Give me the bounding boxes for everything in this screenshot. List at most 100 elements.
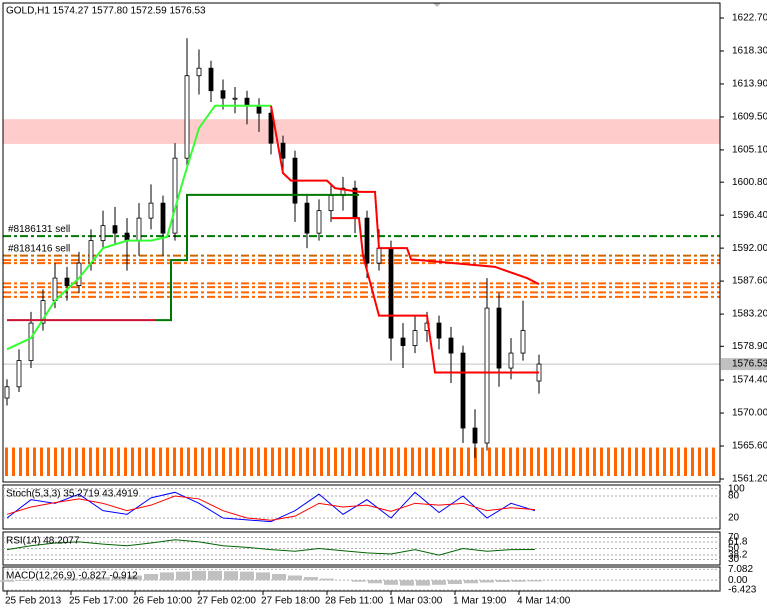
y-tick-label: 1561.20 <box>732 474 767 485</box>
sub-line <box>6 495 536 521</box>
zone-stripe <box>166 447 169 477</box>
candle-body <box>196 67 202 77</box>
candle-body <box>472 427 478 444</box>
sub-tick-label: 61.8 <box>728 537 748 548</box>
candle-body <box>268 112 274 144</box>
zone-stripe <box>635 447 638 477</box>
zone-stripe <box>348 447 351 477</box>
zone-stripe <box>670 447 673 477</box>
chart-title: GOLD,H1 1574.27 1577.80 1572.59 1576.53 <box>6 6 206 17</box>
zone-stripe <box>418 447 421 477</box>
x-tick-label: 27 Feb 02:00 <box>197 596 256 607</box>
zone-stripe <box>537 447 540 477</box>
macd-bar <box>464 580 478 584</box>
sub-frame <box>2 566 721 592</box>
candle-body <box>376 247 382 264</box>
candle-body <box>124 232 130 242</box>
macd-bar <box>64 578 78 581</box>
candle-body <box>508 352 514 369</box>
current-price-label: 1576.53 <box>732 359 767 370</box>
y-tick-label: 1613.90 <box>732 79 767 90</box>
candle-body <box>112 225 118 234</box>
y-tick-label: 1587.60 <box>732 276 767 287</box>
candle-body <box>328 195 334 212</box>
y-tick-label: 1565.60 <box>732 441 767 452</box>
macd-bar <box>48 579 62 581</box>
zone-stripe <box>117 447 120 477</box>
order-label: #8186131 sell <box>8 224 70 235</box>
price-box <box>721 358 767 371</box>
candle-body <box>436 322 442 339</box>
zone-stripe <box>439 447 442 477</box>
candle-body <box>364 217 370 264</box>
zone-stripe <box>362 447 365 477</box>
zone-stripe <box>75 447 78 477</box>
zone-stripe <box>474 447 477 477</box>
x-tick-label: 25 Feb 2013 <box>5 596 62 607</box>
candle-body <box>448 337 454 354</box>
zone-stripe <box>495 447 498 477</box>
macd-bar <box>288 575 302 581</box>
macd-bar <box>208 570 222 581</box>
candle-body <box>172 157 178 234</box>
zone-stripe <box>509 447 512 477</box>
y-tick-label: 1600.80 <box>732 177 767 188</box>
zone-stripe <box>628 447 631 477</box>
indicator-line <box>270 105 540 285</box>
zone-stripe <box>432 447 435 477</box>
macd-bar <box>512 580 526 582</box>
candle-body <box>52 277 58 301</box>
zone-stripe <box>131 447 134 477</box>
candle-body <box>100 225 106 242</box>
zone-stripe <box>558 447 561 477</box>
sub-label: Stoch(5,3,3) 35.2719 43.4919 <box>6 489 139 500</box>
zone-stripe <box>656 447 659 477</box>
candle-body <box>88 240 94 264</box>
candle-body <box>496 307 502 369</box>
macd-bar <box>160 572 174 581</box>
zone-stripe <box>82 447 85 477</box>
zone-stripe <box>110 447 113 477</box>
zone-stripe <box>320 447 323 477</box>
zone-stripe <box>607 447 610 477</box>
zone-stripe <box>222 447 225 477</box>
x-tick-label: 1 Mar 03:00 <box>389 596 443 607</box>
zone-stripe <box>26 447 29 477</box>
zone-stripe <box>705 447 708 477</box>
zone-stripe <box>341 447 344 477</box>
candle-body <box>280 142 286 159</box>
zone-stripe <box>481 447 484 477</box>
macd-bar <box>112 576 126 581</box>
zone-stripe <box>397 447 400 477</box>
zone-stripe <box>194 447 197 477</box>
zone-stripe <box>565 447 568 477</box>
macd-bar <box>320 578 334 581</box>
macd-bar <box>224 571 238 581</box>
zone-stripe <box>383 447 386 477</box>
zone-stripe <box>355 447 358 477</box>
zone-stripe <box>327 447 330 477</box>
macd-bar <box>144 573 158 581</box>
zone-stripe <box>572 447 575 477</box>
macd-bar <box>192 570 206 581</box>
zone-stripe <box>159 447 162 477</box>
sub-line <box>6 539 536 556</box>
candle-body <box>136 217 142 242</box>
zone-stripe <box>334 447 337 477</box>
macd-bar <box>96 577 110 581</box>
sub-tick-label: 100 <box>728 483 745 494</box>
macd-bar <box>432 580 446 585</box>
zone-stripe <box>649 447 652 477</box>
candle-body <box>40 300 46 324</box>
indicator-line <box>331 217 539 374</box>
zone-stripe <box>285 447 288 477</box>
zone-stripe <box>663 447 666 477</box>
y-tick-label: 1578.90 <box>732 341 767 352</box>
sub-tick-label: -6.423 <box>728 585 757 596</box>
zone-stripe <box>103 447 106 477</box>
sub-label: RSI(14) 48.2077 <box>6 536 80 547</box>
zone-stripe <box>460 447 463 477</box>
zone-stripe <box>691 447 694 477</box>
zone-stripe <box>229 447 232 477</box>
